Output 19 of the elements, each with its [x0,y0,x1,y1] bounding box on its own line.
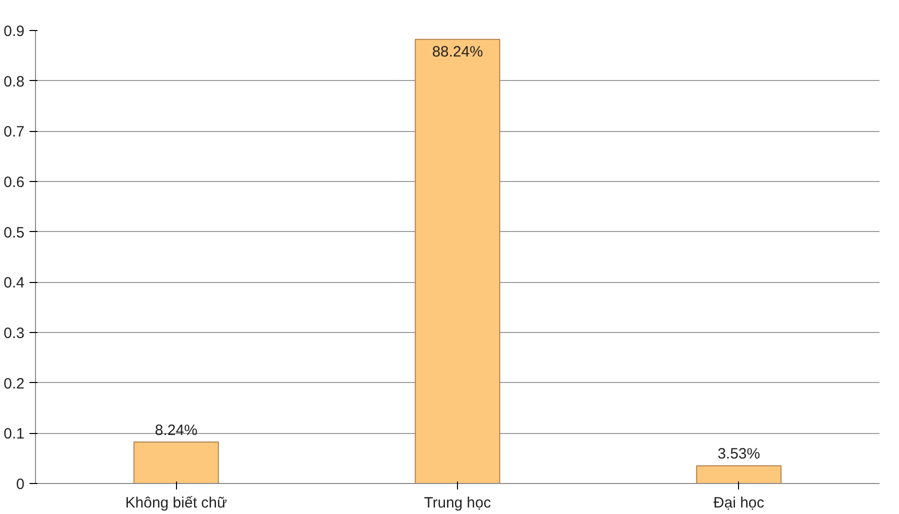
y-tick-label: 0.2 [4,375,25,392]
y-tick-label: 0 [16,476,24,493]
data-label: 88.24% [432,43,483,60]
y-tick-label: 0.1 [4,426,25,443]
bar [133,442,219,484]
bar [696,465,782,484]
y-tick-label: 0.6 [4,174,25,191]
y-tick-label: 0.4 [4,274,25,292]
data-label: 3.53% [718,446,760,463]
data-label: 8.24% [154,422,198,440]
y-tick-label: 0.8 [4,73,25,90]
y-tick-label: 0.9 [4,23,25,40]
x-tick-label: Trung học [424,494,492,512]
bar [414,38,500,484]
y-tick-label: 0.3 [4,325,25,342]
x-tick-label: Không biết chữ [125,494,228,512]
x-tick-label: Đại học [713,494,765,512]
y-tick-label: 0.7 [4,124,25,141]
y-tick-label: 0.5 [4,224,25,242]
